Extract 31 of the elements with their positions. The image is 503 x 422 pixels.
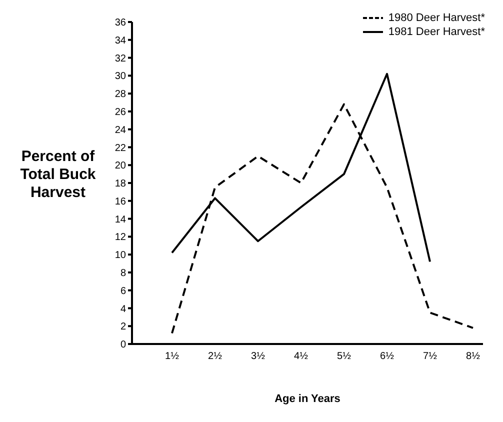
y-tick-label: 6: [120, 286, 126, 297]
x-tick-label: 6½: [380, 351, 395, 362]
y-tick-label: 18: [114, 178, 126, 190]
y-tick-label: 32: [114, 53, 126, 64]
y-tick-label: 28: [114, 89, 126, 100]
x-tick-label: 2½: [208, 351, 223, 362]
y-tick-label: 30: [114, 71, 126, 82]
y-tick-label: 12: [114, 232, 126, 244]
y-tick-label: 16: [114, 196, 126, 208]
x-tick-label: 7½: [423, 351, 438, 362]
y-tick-label: 2: [120, 322, 126, 333]
y-tick-label: 0: [120, 340, 126, 351]
y-tick-label: 8: [120, 268, 126, 279]
x-tick-label: 3½: [251, 351, 266, 362]
x-tick-label: 5½: [337, 351, 352, 362]
y-tick-label: 36: [114, 18, 126, 29]
y-tick-label: 4: [120, 304, 126, 315]
y-tick-label: 34: [114, 35, 126, 46]
y-tick-label: 22: [114, 142, 126, 154]
y-tick-label: 20: [114, 160, 126, 172]
y-tick-label: 24: [114, 124, 126, 136]
y-axis-title: Percent of Total Buck Harvest: [19, 148, 97, 202]
x-axis-title: Age in Years: [274, 393, 340, 405]
legend-label: 1981 Deer Harvest*: [388, 26, 485, 38]
x-tick-label: 4½: [294, 351, 309, 362]
y-tick-label: 14: [114, 214, 126, 226]
x-tick-label: 8½: [466, 351, 481, 362]
legend-label: 1980 Deer Harvest*: [388, 12, 485, 24]
x-tick-label: 1½: [165, 351, 180, 362]
y-tick-label: 10: [114, 250, 126, 262]
y-tick-label: 26: [114, 106, 126, 118]
